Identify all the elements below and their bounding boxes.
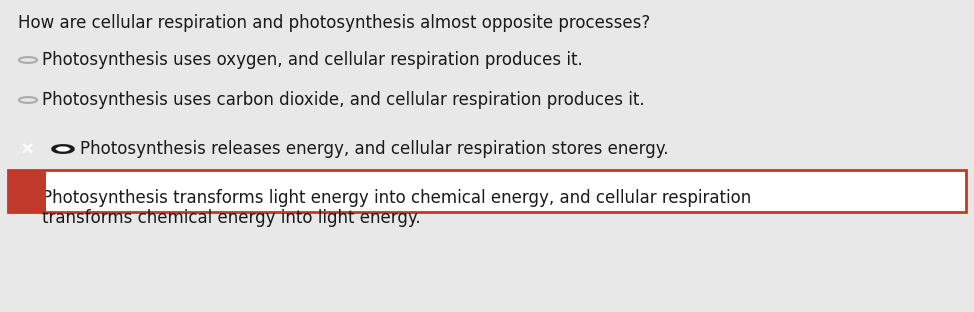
Text: Photosynthesis uses oxygen, and cellular respiration produces it.: Photosynthesis uses oxygen, and cellular… xyxy=(42,51,582,69)
FancyBboxPatch shape xyxy=(8,170,46,212)
Text: How are cellular respiration and photosynthesis almost opposite processes?: How are cellular respiration and photosy… xyxy=(18,14,651,32)
Circle shape xyxy=(57,147,69,151)
Text: ×: × xyxy=(19,140,34,158)
Text: Photosynthesis transforms light energy into chemical energy, and cellular respir: Photosynthesis transforms light energy i… xyxy=(42,188,751,227)
FancyBboxPatch shape xyxy=(8,170,966,212)
Text: Photosynthesis uses carbon dioxide, and cellular respiration produces it.: Photosynthesis uses carbon dioxide, and … xyxy=(42,91,645,109)
Text: Photosynthesis releases energy, and cellular respiration stores energy.: Photosynthesis releases energy, and cell… xyxy=(80,140,668,158)
